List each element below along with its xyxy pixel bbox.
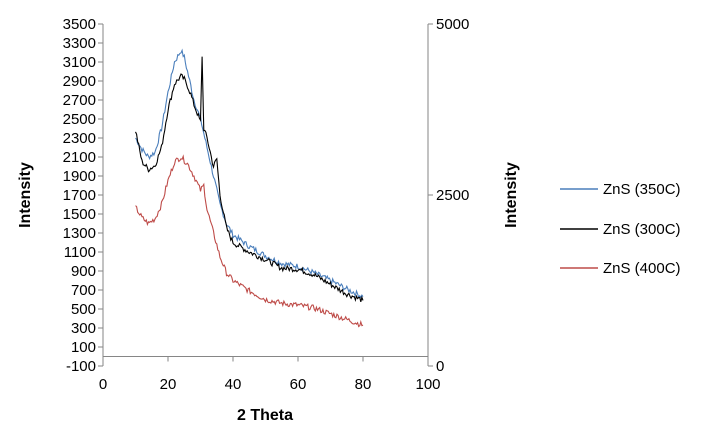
y-tick-label: 3100 (63, 54, 96, 71)
x-tick-label: 60 (290, 376, 307, 393)
y-tick-label: 1100 (64, 244, 96, 261)
legend-label: ZnS (400C) (603, 260, 681, 277)
y-tick-label: -100 (66, 358, 96, 375)
x-tick-label: 100 (415, 376, 440, 393)
x-axis-title: 2 Theta (237, 407, 293, 424)
y-tick-label: 300 (71, 320, 96, 337)
x-tick-label: 0 (99, 376, 107, 393)
y-tick-label: 500 (71, 301, 96, 318)
y-tick-label: 2300 (63, 130, 96, 147)
y-tick-label: 2500 (63, 111, 96, 128)
series-line-1 (135, 48, 364, 299)
x-tick-label: 20 (160, 376, 177, 393)
x-tick-label: 80 (355, 376, 372, 393)
legend-label: ZnS (300C) (603, 221, 681, 238)
y2-tick-label: 0 (436, 358, 444, 375)
y-tick-label: 1700 (63, 187, 96, 204)
y-tick-label: 3500 (63, 16, 96, 33)
y-tick-label: 2700 (63, 92, 96, 109)
axes-group: -100 100 300 500 700 900 1100 1300 1500 1700 1900 2… (63, 16, 470, 393)
x-tick-label: 40 (225, 376, 242, 393)
y-tick-label: 900 (71, 263, 96, 280)
y-tick-label: 1500 (63, 206, 96, 223)
y-tick-label: 700 (71, 282, 96, 299)
y-tick-label: 1300 (63, 225, 96, 242)
y-tick-label: 100 (71, 339, 96, 356)
series-line-3 (135, 154, 364, 328)
series-group (135, 48, 364, 328)
series-line-2 (135, 56, 364, 303)
y-axis-title: Intensity (17, 162, 34, 228)
y-tick-label: 3300 (63, 35, 96, 52)
y-tick-label: 2900 (63, 73, 96, 90)
y-tick-label: 1900 (63, 168, 96, 185)
legend: ZnS (350C) ZnS (300C) ZnS (400C) (560, 181, 681, 277)
legend-label: ZnS (350C) (603, 181, 681, 198)
y2-axis-title: Intensity (503, 162, 520, 228)
y2-tick-label: 2500 (436, 187, 469, 204)
y2-tick-label: 5000 (436, 16, 469, 33)
y-tick-label: 2100 (63, 149, 96, 166)
